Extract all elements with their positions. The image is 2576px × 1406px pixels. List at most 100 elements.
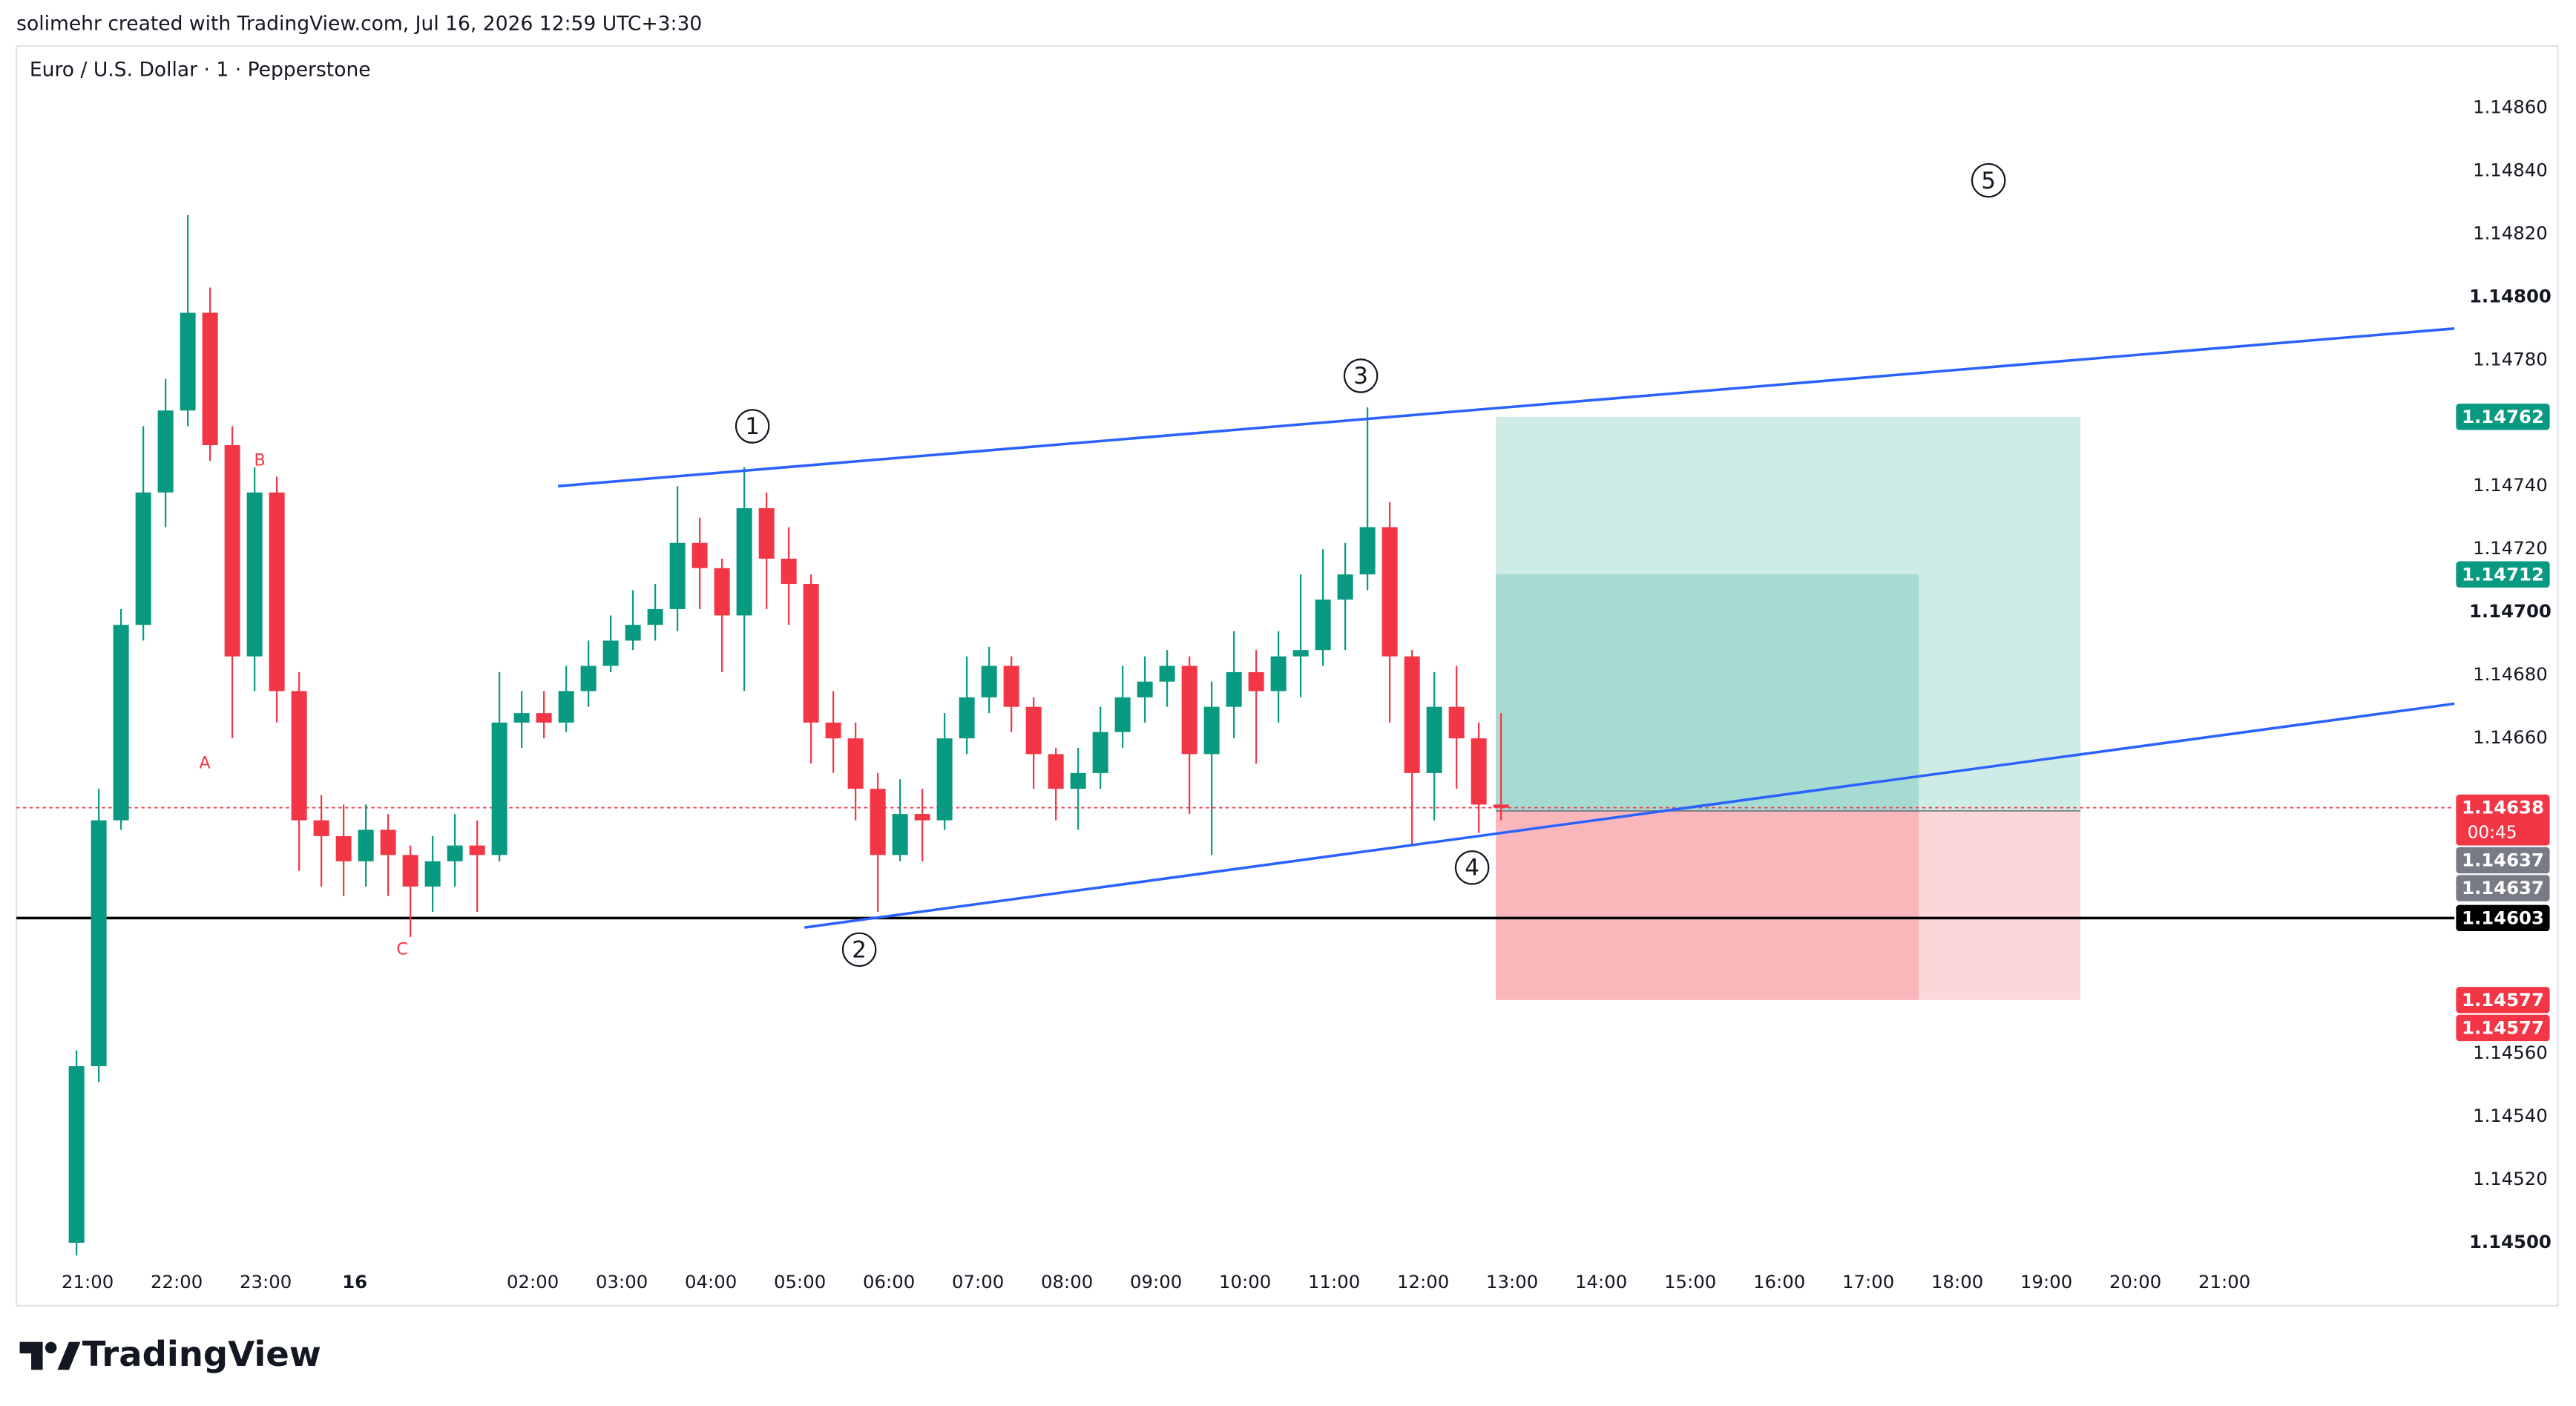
price-tag: 1.14637 [2456,875,2550,901]
candle-body [313,820,329,836]
candle-body [892,814,908,855]
x-tick-label: 08:00 [1041,1271,1093,1292]
candle-body [491,722,507,855]
candle-body [1270,656,1287,691]
price-tag-box [2456,1014,2550,1042]
candle-body [1337,574,1353,600]
candle-body [424,861,441,887]
y-tick-label: 1.14660 [2473,726,2548,748]
x-tick-label: 02:00 [507,1271,559,1292]
candle-body [1025,706,1042,755]
candle-body [847,738,864,789]
x-tick-label: 21:00 [2198,1271,2250,1292]
price-tag-box [2456,794,2550,846]
logo-shape [19,1341,43,1370]
wave-label: 5 [1981,168,1996,194]
candle-body [825,722,841,739]
candle-body [1359,527,1376,575]
y-tick-label: 1.14800 [2469,285,2552,306]
x-tick-label: 16:00 [1753,1271,1805,1292]
x-tick-label: 03:00 [596,1271,648,1292]
candle-body [1381,527,1398,657]
y-tick-label: 1.14560 [2473,1042,2548,1063]
chart-frame [16,45,2559,1307]
wave-label: 1 [745,413,760,440]
price-tag-box [2456,875,2550,901]
y-tick-label: 1.14740 [2473,474,2548,496]
y-tick-label: 1.14820 [2473,222,2548,243]
wave-label: 3 [1353,363,1368,390]
candle-body [959,697,975,739]
candle-body [224,444,240,657]
candle-body [736,507,752,616]
candle-body [1181,666,1197,755]
trendline [804,702,2455,929]
stop-zone [1496,810,2081,1000]
price-tag: 1.14577 [2456,1014,2550,1042]
candle-body [936,738,953,821]
wave-circle [1971,162,2006,198]
candle-body [246,492,263,657]
candle-body [1315,599,1331,651]
candle-body [1092,732,1108,773]
x-tick-label: 07:00 [952,1271,1004,1292]
price-tag-label: 1.14577 [2462,1017,2544,1039]
x-tick-label: 18:00 [1931,1271,1983,1292]
logo-icon [19,1341,81,1370]
candle-body [91,820,107,1067]
target-zone [1496,416,2081,811]
correction-label: B [254,451,266,470]
wave-circle [841,932,877,968]
candle-body [1493,804,1509,808]
correction-label: A [200,754,211,773]
chart-title: Euro / U.S. Dollar · 1 · Pepperstone [30,59,371,82]
x-tick-label: 19:00 [2020,1271,2072,1292]
candle-body [291,691,307,821]
candle-body [758,507,775,559]
candle-body [536,713,552,723]
y-tick-label: 1.14700 [2469,600,2552,622]
candle-body [870,789,886,855]
x-tick-label: 11:00 [1308,1271,1360,1292]
x-tick-label: 20:00 [2109,1271,2161,1292]
x-tick-label: 12:00 [1397,1271,1449,1292]
candle-body [1003,666,1019,707]
candle-body [157,410,174,493]
candle-body [781,558,797,584]
y-tick-label: 1.14720 [2473,537,2548,559]
logo-text: TradingView [82,1334,321,1374]
candle-body [1070,772,1086,789]
x-tick-label: 17:00 [1842,1271,1894,1292]
x-tick-label: 04:00 [685,1271,737,1292]
candle-body [1159,666,1175,682]
y-tick-label: 1.14680 [2473,663,2548,685]
y-tick-label: 1.14840 [2473,159,2548,180]
target-zone [1496,574,1919,811]
price-tag-box [2456,404,2550,430]
candle-body [135,492,151,625]
candle-body [691,542,708,568]
candle-body [669,542,686,609]
candle-body [803,583,819,723]
candle-body [1203,706,1220,755]
wave-circle [735,409,770,444]
candle-body [1048,754,1064,789]
x-tick-label: 14:00 [1575,1271,1627,1292]
y-tick-label: 1.14520 [2473,1168,2548,1189]
x-tick-label: 10:00 [1219,1271,1271,1292]
candle-body [180,312,196,411]
candle-body [68,1066,85,1243]
x-tick-label: 15:00 [1664,1271,1716,1292]
price-tag: 1.14637 [2456,847,2550,874]
candle-body [981,666,997,697]
candle-body [1226,671,1242,707]
trendline [557,327,2455,487]
y-tick-label: 1.14500 [2469,1231,2552,1252]
candle-body [1471,738,1487,805]
x-tick-label: 05:00 [774,1271,826,1292]
y-tick-label: 1.14780 [2473,348,2548,369]
wave-label: 4 [1465,855,1479,881]
candle-body [358,830,374,861]
wave-circle [1343,358,1379,393]
